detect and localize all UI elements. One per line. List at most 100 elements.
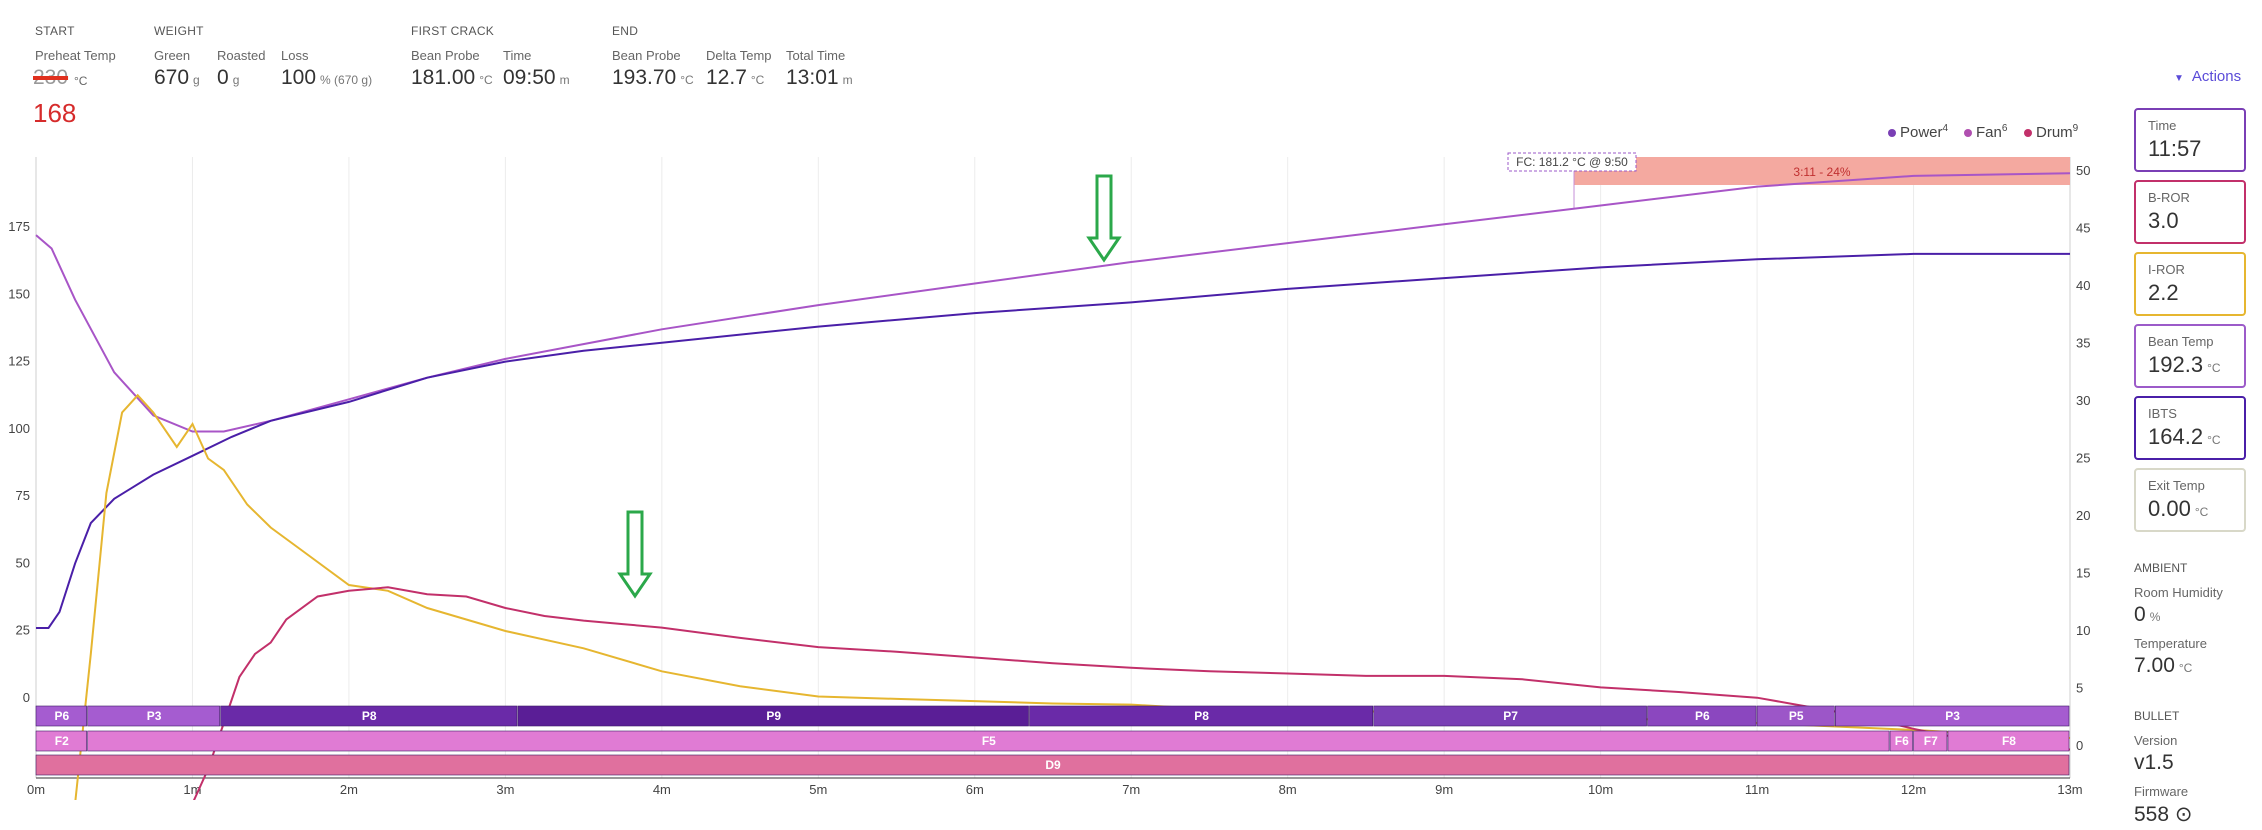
y-left-tick-label: 175 xyxy=(8,219,30,234)
preheat-unit: °C xyxy=(74,74,88,88)
power-band-segment xyxy=(1756,705,1835,727)
legend-fan[interactable]: Fan6 xyxy=(1964,123,2007,141)
power-band-label: P8 xyxy=(1194,709,1209,723)
fc-bean-probe-label: Bean Probe xyxy=(411,48,480,63)
power-band-segment xyxy=(1373,705,1647,727)
power-band-segment xyxy=(35,705,87,727)
preheat-old-value: 230 xyxy=(33,66,69,89)
y-right-tick-label: 20 xyxy=(2076,508,2090,523)
series-line-1 xyxy=(36,252,2070,629)
y-left-tick-label: 100 xyxy=(8,421,30,436)
y-left-tick-label: 150 xyxy=(8,286,30,301)
fan-band-segment xyxy=(1889,730,1913,752)
y-left-tick-label: 75 xyxy=(16,488,30,503)
legend-dot-icon xyxy=(1888,129,1896,138)
end-bean-probe-label: Bean Probe xyxy=(612,48,681,63)
fan-band-label: F7 xyxy=(1924,734,1938,748)
x-tick-label: 6m xyxy=(966,782,984,797)
y-left-tick-label: 25 xyxy=(16,623,30,638)
y-left-tick-label: 125 xyxy=(8,354,30,369)
fc-bean-probe-value: 181.00 °C xyxy=(411,66,493,89)
version-label: Version xyxy=(2134,733,2178,748)
firmware-value: 558 ⊙ xyxy=(2134,803,2193,826)
x-tick-label: 8m xyxy=(1279,782,1297,797)
room-humidity-value: 0% xyxy=(2134,603,2161,626)
y-right-tick-label: 25 xyxy=(2076,451,2090,466)
roast-summary-header: START Preheat Temp 230 °C 168 WEIGHT Gre… xyxy=(0,0,2262,128)
y-right-tick-label: 5 xyxy=(2076,681,2083,696)
loss-value: 100% (670 g) xyxy=(281,66,373,89)
x-tick-label: 11m xyxy=(1745,782,1769,797)
development-label: 3:11 - 24% xyxy=(1793,165,1850,179)
ambient-section-title: AMBIENT xyxy=(2134,561,2188,575)
room-humidity-label: Room Humidity xyxy=(2134,585,2223,600)
power-band-label: P7 xyxy=(1503,709,1518,723)
x-tick-label: 12m xyxy=(1901,782,1926,797)
power-band-label: P6 xyxy=(54,709,69,723)
end-section-title: END xyxy=(612,24,639,38)
fan-band-label: F5 xyxy=(982,734,996,748)
readout-ibts: IBTS 164.2 °C xyxy=(2134,396,2246,460)
x-tick-label: 5m xyxy=(809,782,827,797)
fan-band-segment xyxy=(1913,730,1948,752)
preheat-current-value: 168 xyxy=(33,98,77,128)
device-section-title: BULLET xyxy=(2134,709,2180,723)
x-tick-label: 9m xyxy=(1435,782,1453,797)
power-band-segment xyxy=(517,705,1029,727)
weight-section-title: WEIGHT xyxy=(154,24,204,38)
delta-temp-label: Delta Temp xyxy=(706,48,772,63)
fan-band-segment xyxy=(35,730,87,752)
actions-menu-button[interactable]: ▼ Actions xyxy=(2174,68,2242,85)
version-value: v1.5 xyxy=(2134,751,2174,774)
roast-profile-chart[interactable]: 0m 1m 2m 3m 4m 5m 6m 7m 8m 9m 10m 11m 12m 13m02550751… xyxy=(0,140,2100,800)
x-tick-label: 3m xyxy=(496,782,514,797)
down-arrow-icon xyxy=(1086,174,1122,263)
y-left-tick-label: 50 xyxy=(16,555,30,570)
x-tick-label: 2m xyxy=(340,782,358,797)
total-time-label: Total Time xyxy=(786,48,846,63)
y-right-tick-label: 35 xyxy=(2076,336,2090,351)
x-tick-label: 7m xyxy=(1122,782,1140,797)
y-left-tick-label: 0 xyxy=(23,690,30,705)
y-right-tick-label: 50 xyxy=(2076,163,2090,178)
fan-band-segment xyxy=(1947,730,2070,752)
y-right-tick-label: 10 xyxy=(2076,623,2090,638)
fc-time-label: Time xyxy=(503,48,532,63)
y-right-tick-label: 0 xyxy=(2076,738,2083,753)
readout-exit-temp: Exit Temp 0.00 °C xyxy=(2134,468,2246,532)
y-right-tick-label: 30 xyxy=(2076,393,2090,408)
y-right-tick-label: 45 xyxy=(2076,221,2090,236)
drum-band-segment xyxy=(35,754,2070,776)
first-crack-label: FC: 181.2 °C @ 9:50 xyxy=(1516,155,1628,169)
legend-dot-icon xyxy=(1964,129,1972,138)
x-tick-label: 4m xyxy=(653,782,671,797)
caret-down-icon: ▼ xyxy=(2174,73,2184,84)
power-band-segment xyxy=(1835,705,2070,727)
power-band-segment xyxy=(1647,705,1757,727)
end-bean-probe-value: 193.70 °C xyxy=(612,66,694,89)
development-zone xyxy=(1574,157,2070,185)
x-tick-label: 13m xyxy=(2057,782,2082,797)
legend-power[interactable]: Power4 xyxy=(1888,123,1948,141)
delta-temp-value: 12.7 °C xyxy=(706,66,765,89)
roasted-weight-label: Roasted xyxy=(217,48,266,63)
power-band-label: P5 xyxy=(1789,709,1804,723)
legend-drum[interactable]: Drum9 xyxy=(2024,123,2078,141)
readout-i-ror: I-ROR 2.2 xyxy=(2134,252,2246,316)
power-band-segment xyxy=(87,705,220,727)
start-section-title: START xyxy=(35,24,75,38)
drum-band-label: D9 xyxy=(1045,758,1061,772)
first-crack-section-title: FIRST CRACK xyxy=(411,24,495,38)
ambient-temperature-label: Temperature xyxy=(2134,636,2207,651)
fan-band-label: F6 xyxy=(1895,734,1909,748)
y-right-tick-label: 40 xyxy=(2076,278,2090,293)
power-band-segment xyxy=(1029,705,1374,727)
series-line-0 xyxy=(35,172,2071,433)
power-band-label: P3 xyxy=(1945,709,1960,723)
loss-label: Loss xyxy=(281,48,309,63)
fan-band-label: F2 xyxy=(55,734,69,748)
fan-band-label: F8 xyxy=(2002,734,2016,748)
power-band-label: P9 xyxy=(766,709,781,723)
ambient-temperature-value: 7.00 °C xyxy=(2134,654,2193,677)
